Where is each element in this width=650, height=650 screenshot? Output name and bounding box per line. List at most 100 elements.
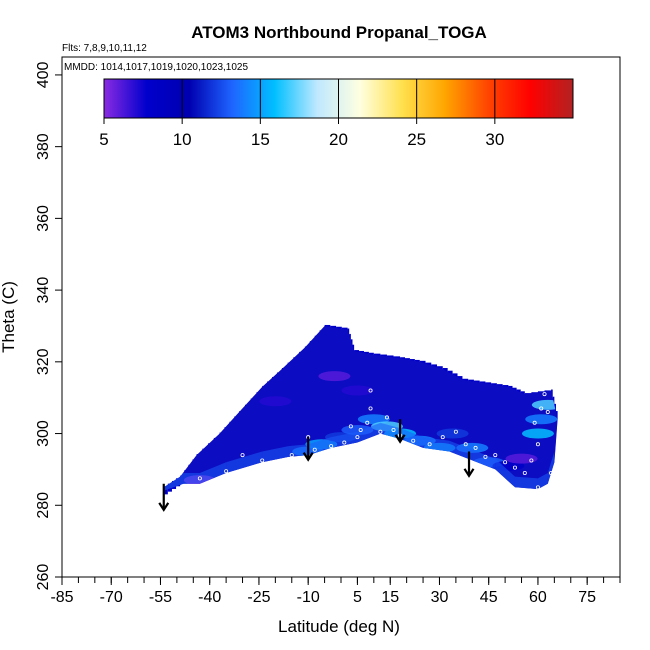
edge-cell xyxy=(552,396,555,405)
sample-point xyxy=(549,470,554,475)
descent-arrow-head xyxy=(394,434,406,444)
lower-band xyxy=(449,440,473,461)
x-tick-label: -55 xyxy=(149,589,172,606)
y-tick-label: 280 xyxy=(35,492,52,519)
lower-band xyxy=(357,422,381,443)
sample-point xyxy=(427,442,432,447)
x-tick-label: 75 xyxy=(578,589,596,606)
arrow-layer xyxy=(158,419,475,512)
x-axis-label: Latitude (deg N) xyxy=(278,617,400,636)
colorbar-ticks: 5 10 15 20 25 30 xyxy=(99,79,504,149)
colorbar-tick-label: 10 xyxy=(173,130,192,149)
sample-point xyxy=(378,436,383,441)
y-tick-label: 360 xyxy=(35,205,52,232)
sample-point xyxy=(368,406,373,411)
data-patch xyxy=(521,428,554,439)
sample-point xyxy=(503,460,508,465)
sample-point xyxy=(535,485,540,490)
sample-point xyxy=(289,453,294,458)
sample-point xyxy=(224,469,229,474)
data-patch xyxy=(318,371,351,382)
lower-band xyxy=(495,458,515,488)
x-tick-label: -85 xyxy=(50,589,73,606)
data-patch xyxy=(259,396,292,407)
sample-point xyxy=(411,438,416,443)
x-tick-label: -40 xyxy=(198,589,221,606)
sample-point xyxy=(384,415,389,420)
y-tick-label: 380 xyxy=(35,133,52,160)
data-patch xyxy=(341,385,374,396)
descent-arrow-head xyxy=(463,468,475,478)
data-patch xyxy=(436,428,469,439)
sample-point xyxy=(473,445,478,450)
y-axis: 260 280 300 320 340 360 380 400 xyxy=(35,57,63,591)
lower-band xyxy=(547,451,555,484)
sample-point xyxy=(240,453,245,458)
y-tick-label: 300 xyxy=(35,420,52,447)
colorbar-tick-label: 15 xyxy=(251,130,270,149)
x-axis: -85 -70 -55 -40 -25 -10 5 15 30 45 60 75 xyxy=(50,576,621,606)
sample-point xyxy=(535,442,540,447)
descent-arrow-head xyxy=(158,502,170,512)
x-tick-label: -25 xyxy=(247,589,270,606)
edge-cell xyxy=(554,403,556,412)
sample-point xyxy=(545,410,550,415)
sample-point xyxy=(348,424,353,429)
lower-band xyxy=(380,422,401,439)
colorbar-tick-label: 5 xyxy=(99,130,108,149)
lower-band xyxy=(537,473,548,490)
lower-band xyxy=(183,473,200,484)
data-patch xyxy=(505,453,538,464)
colorbar-tick-label: 20 xyxy=(329,130,348,149)
lower-band xyxy=(308,437,332,456)
y-tick-label: 260 xyxy=(35,564,52,591)
edge-cell xyxy=(551,389,553,398)
colorbar-tick-label: 30 xyxy=(485,130,504,149)
x-tick-label: 30 xyxy=(431,589,449,606)
sample-point xyxy=(453,429,458,434)
lower-band xyxy=(199,462,227,484)
lower-band xyxy=(423,437,450,452)
edge-cell xyxy=(555,411,558,420)
sample-point xyxy=(493,453,498,458)
edge-cell xyxy=(163,486,168,495)
dates-note: MMDD: 1014,1017,1019,1020,1023,1025 xyxy=(64,62,248,73)
data-patch xyxy=(525,414,558,425)
lower-band xyxy=(262,446,289,463)
sample-point xyxy=(312,447,317,452)
lower-band xyxy=(400,428,424,448)
sample-point xyxy=(532,420,537,425)
sample-point xyxy=(329,444,334,449)
lower-band xyxy=(514,476,538,490)
sample-point xyxy=(483,454,488,459)
sample-point xyxy=(512,465,517,470)
sample-point xyxy=(391,427,396,432)
sample-point xyxy=(355,435,360,440)
x-tick-label: 15 xyxy=(381,589,399,606)
lower-band xyxy=(472,449,496,470)
descent-arrow-head xyxy=(302,452,314,462)
y-tick-label: 320 xyxy=(35,348,52,375)
chart-title: ATOM3 Northbound Propanal_TOGA xyxy=(191,23,487,42)
x-tick-label: 45 xyxy=(480,589,498,606)
colorbar-tick-label: 25 xyxy=(407,130,426,149)
sample-point xyxy=(342,440,347,445)
x-tick-label: -10 xyxy=(297,589,320,606)
plot-frame xyxy=(61,56,621,578)
sample-point xyxy=(365,420,370,425)
sample-point xyxy=(542,392,547,397)
sample-point xyxy=(529,458,534,463)
sample-point xyxy=(463,442,468,447)
lower-band xyxy=(226,451,263,473)
sample-point xyxy=(378,429,383,434)
sample-point xyxy=(368,388,373,393)
y-tick-label: 400 xyxy=(35,61,52,88)
sample-point xyxy=(358,427,363,432)
y-axis-label: Theta (C) xyxy=(0,281,18,353)
sample-point xyxy=(260,458,265,463)
colorbar: 5 10 15 20 25 30 xyxy=(99,78,574,149)
data-layer xyxy=(163,324,558,495)
x-tick-label: 60 xyxy=(529,589,547,606)
sample-point xyxy=(522,470,527,475)
